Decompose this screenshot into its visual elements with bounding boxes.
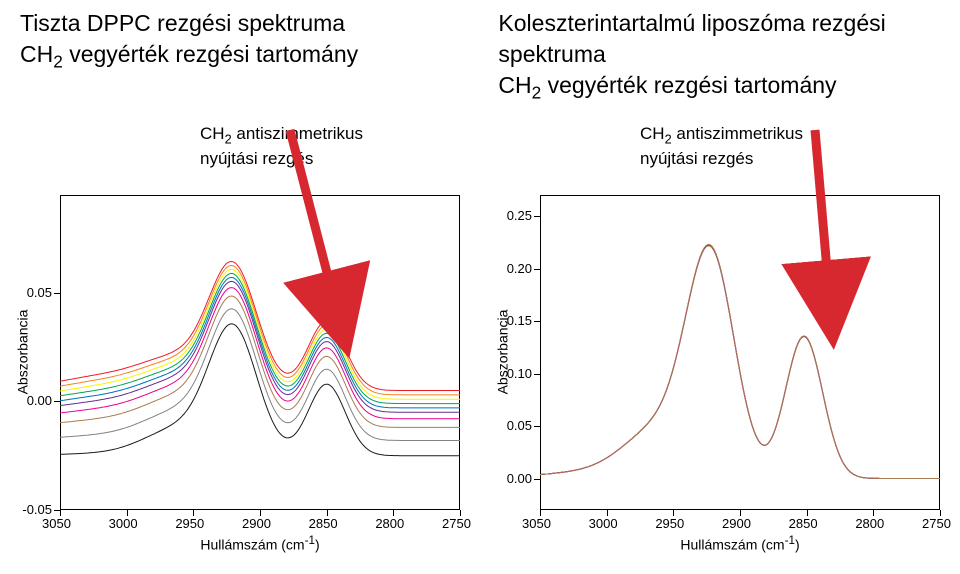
spectra-svg <box>480 115 960 555</box>
spectra-svg <box>0 115 480 555</box>
spectrum-curve <box>60 273 460 403</box>
left-title: Tiszta DPPC rezgési spektruma CH2 vegyér… <box>20 8 462 105</box>
spectrum-curve <box>540 245 940 478</box>
spectrum-curve <box>540 245 940 479</box>
left-title-line2: CH2 vegyérték rezgési tartomány <box>20 39 462 74</box>
spectrum-curve <box>540 246 940 479</box>
spectrum-curve <box>540 245 940 479</box>
pointer-arrow <box>290 130 338 315</box>
spectrum-curve <box>540 245 940 478</box>
spectrum-curve <box>60 269 460 399</box>
right-title-line3: CH2 vegyérték rezgési tartomány <box>498 70 940 105</box>
spectrum-curve <box>60 266 460 395</box>
right-title: Koleszterintartalmú liposzóma rezgési sp… <box>498 8 940 105</box>
spectrum-curve <box>540 246 940 479</box>
right-chart: AbszorbanciaHullámszám (cm-1)30503000295… <box>480 195 960 555</box>
left-chart: AbszorbanciaHullámszám (cm-1)30503000295… <box>0 195 480 555</box>
spectrum-curve <box>540 244 940 478</box>
spectrum-curve <box>60 281 460 412</box>
spectrum-curve <box>540 245 940 479</box>
right-title-line1: Koleszterintartalmú liposzóma rezgési sp… <box>498 8 940 70</box>
left-title-line1: Tiszta DPPC rezgési spektruma <box>20 8 462 39</box>
charts-container: AbszorbanciaHullámszám (cm-1)30503000295… <box>0 195 960 555</box>
title-row: Tiszta DPPC rezgési spektruma CH2 vegyér… <box>0 0 960 105</box>
pointer-arrow <box>815 130 830 305</box>
